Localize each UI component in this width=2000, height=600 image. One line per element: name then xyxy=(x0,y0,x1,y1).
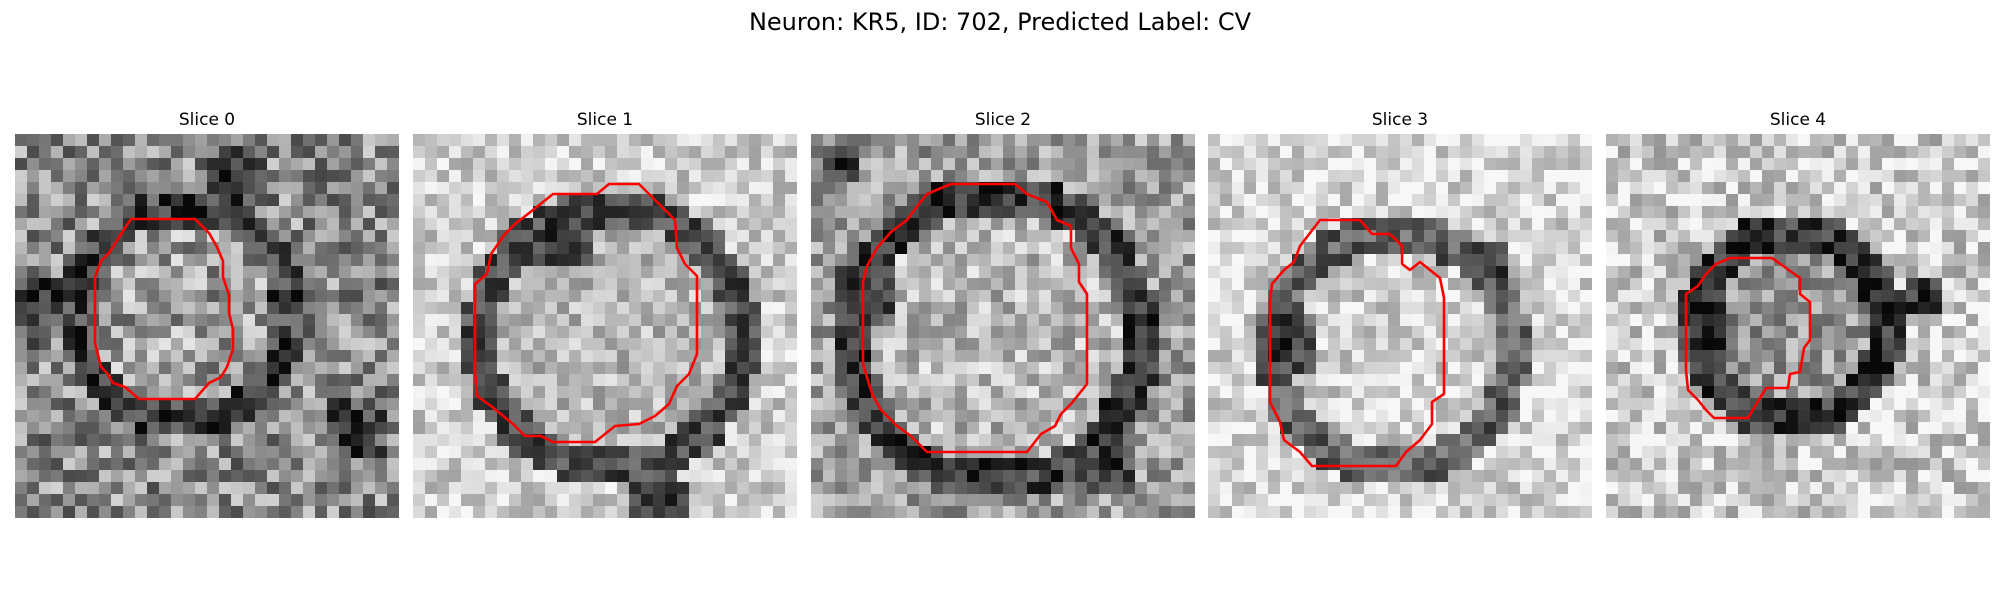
contour-outline-2 xyxy=(861,182,1089,454)
slice-image-0 xyxy=(15,134,399,518)
slice-panel-0: Slice 0 xyxy=(15,108,399,518)
slice-panel-3: Slice 3 xyxy=(1208,108,1592,518)
contour-outline-4 xyxy=(1684,256,1812,420)
slice-title-2: Slice 2 xyxy=(974,110,1032,130)
slice-panel-4: Slice 4 xyxy=(1606,108,1990,518)
contour-outline-3 xyxy=(1268,218,1446,468)
slice-image-3 xyxy=(1208,134,1592,518)
slice-panel-1: Slice 1 xyxy=(413,108,797,518)
contour-outline-1 xyxy=(473,182,699,444)
slice-title-1: Slice 1 xyxy=(576,110,634,130)
contour-outline-0 xyxy=(93,217,235,401)
slice-image-1 xyxy=(413,134,797,518)
figure-title: Neuron: KR5, ID: 702, Predicted Label: C… xyxy=(748,8,1252,36)
slice-image-2 xyxy=(811,134,1195,518)
slice-image-4 xyxy=(1606,134,1990,518)
slice-title-0: Slice 0 xyxy=(178,110,236,130)
slice-panel-2: Slice 2 xyxy=(811,108,1195,518)
slice-title-3: Slice 3 xyxy=(1371,110,1429,130)
slice-title-4: Slice 4 xyxy=(1769,110,1827,130)
